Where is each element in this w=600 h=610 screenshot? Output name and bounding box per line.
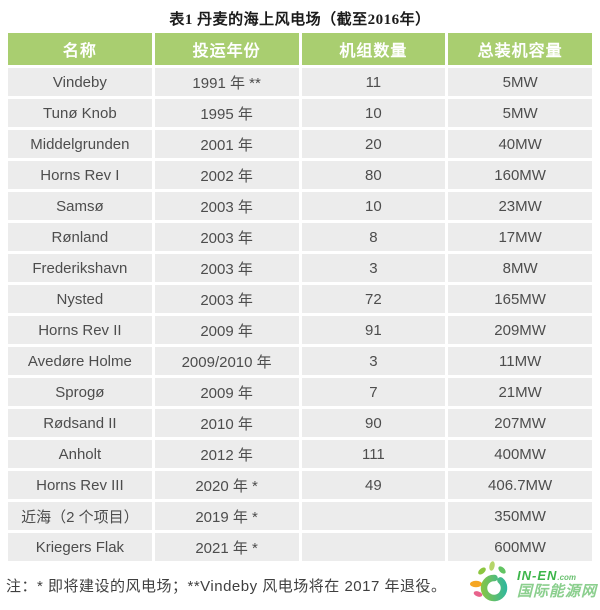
wind-farms-table: 名称 投运年份 机组数量 总装机容量 Vindeby 1991 年 ** 11 5MW Tun… — [5, 30, 595, 564]
table-cell: Vindeby — [8, 68, 152, 96]
table-cell: Tunø Knob — [8, 99, 152, 127]
table-row: Sprogø 2009 年 7 21MW — [8, 378, 592, 406]
table-row: Samsø 2003 年 10 23MW — [8, 192, 592, 220]
table-row: Avedøre Holme 2009/2010 年 3 11MW — [8, 347, 592, 375]
table-cell: Nysted — [8, 285, 152, 313]
table-cell: 21MW — [448, 378, 592, 406]
table-cell: 2021 年 * — [154, 533, 299, 561]
table-cell: 209MW — [448, 316, 592, 344]
table-cell: 2009/2010 年 — [154, 347, 299, 375]
table-cell: 3 — [301, 254, 446, 282]
table-cell: 111 — [301, 440, 446, 468]
table-cell: 207MW — [448, 409, 592, 437]
header-row: 名称 投运年份 机组数量 总装机容量 — [8, 33, 592, 65]
table-row: Rødsand II 2010 年 90 207MW — [8, 409, 592, 437]
table-cell: 406.7MW — [448, 471, 592, 499]
table-cell: 5MW — [448, 99, 592, 127]
table-cell: Rønland — [8, 223, 152, 251]
table-cell: 80 — [301, 161, 446, 189]
table-cell: 91 — [301, 316, 446, 344]
table-cell: Horns Rev II — [8, 316, 152, 344]
table-row: 近海（2 个项目） 2019 年 * 350MW — [8, 502, 592, 530]
table-cell: 2012 年 — [154, 440, 299, 468]
table-row: Rønland 2003 年 8 17MW — [8, 223, 592, 251]
table-cell: 2003 年 — [154, 254, 299, 282]
table-cell: 600MW — [448, 533, 592, 561]
table-row: Kriegers Flak 2021 年 * 600MW — [8, 533, 592, 561]
logo-text: IN-EN.com 国际能源网 — [517, 569, 597, 599]
table-cell: Horns Rev I — [8, 161, 152, 189]
table-cell: 1995 年 — [154, 99, 299, 127]
table-cell — [301, 502, 446, 530]
table-cell: 23MW — [448, 192, 592, 220]
table-cell: Horns Rev III — [8, 471, 152, 499]
table-cell: 5MW — [448, 68, 592, 96]
energy-flower-icon — [469, 561, 515, 607]
footnote: 注：* 即将建设的风电场；**Vindeby 风电场将在 2017 年退役。 — [6, 578, 447, 595]
table-row: Anholt 2012 年 111 400MW — [8, 440, 592, 468]
table-cell: 49 — [301, 471, 446, 499]
column-header: 机组数量 — [301, 33, 446, 65]
table-cell: 160MW — [448, 161, 592, 189]
table-cell — [301, 533, 446, 561]
column-header: 投运年份 — [154, 33, 299, 65]
table-cell: Samsø — [8, 192, 152, 220]
table-cell: 8MW — [448, 254, 592, 282]
table-cell: Rødsand II — [8, 409, 152, 437]
table-cell: Middelgrunden — [8, 130, 152, 158]
table-cell: 3 — [301, 347, 446, 375]
table-cell: 近海（2 个项目） — [8, 502, 152, 530]
logo-domain-suffix: .com — [557, 573, 577, 582]
table-cell: 7 — [301, 378, 446, 406]
table-cell: 2009 年 — [154, 378, 299, 406]
table-cell: 2003 年 — [154, 192, 299, 220]
table-row: Vindeby 1991 年 ** 11 5MW — [8, 68, 592, 96]
table-row: Nysted 2003 年 72 165MW — [8, 285, 592, 313]
table-title: 表1 丹麦的海上风电场（截至2016年） — [169, 12, 431, 28]
table-cell: 2001 年 — [154, 130, 299, 158]
table-cell: Sprogø — [8, 378, 152, 406]
table-cell: 2019 年 * — [154, 502, 299, 530]
table-row: Horns Rev II 2009 年 91 209MW — [8, 316, 592, 344]
logo-name-en: IN-EN.com — [516, 568, 577, 583]
table-cell: 2020 年 * — [154, 471, 299, 499]
table-row: Horns Rev I 2002 年 80 160MW — [8, 161, 592, 189]
table-cell: 17MW — [448, 223, 592, 251]
table-cell: Kriegers Flak — [8, 533, 152, 561]
table-cell: 40MW — [448, 130, 592, 158]
table-row: Middelgrunden 2001 年 20 40MW — [8, 130, 592, 158]
table-cell: 2002 年 — [154, 161, 299, 189]
table-cell: 350MW — [448, 502, 592, 530]
table-row: Horns Rev III 2020 年 * 49 406.7MW — [8, 471, 592, 499]
column-header: 总装机容量 — [448, 33, 592, 65]
table-cell: Frederikshavn — [8, 254, 152, 282]
logo-name-cn: 国际能源网 — [516, 583, 597, 600]
table-cell: 165MW — [448, 285, 592, 313]
table-cell: 1991 年 ** — [154, 68, 299, 96]
table-row: Frederikshavn 2003 年 3 8MW — [8, 254, 592, 282]
table-cell: 10 — [301, 192, 446, 220]
table-cell: 11MW — [448, 347, 592, 375]
table-cell: 10 — [301, 99, 446, 127]
table-cell: 90 — [301, 409, 446, 437]
column-header: 名称 — [8, 33, 152, 65]
table-cell: 2010 年 — [154, 409, 299, 437]
table-cell: 2003 年 — [154, 223, 299, 251]
table-cell: 72 — [301, 285, 446, 313]
in-en-logo: IN-EN.com 国际能源网 — [468, 561, 597, 607]
table-cell: 400MW — [448, 440, 592, 468]
table-cell: 2009 年 — [154, 316, 299, 344]
table-cell: 11 — [301, 68, 446, 96]
table-cell: Avedøre Holme — [8, 347, 152, 375]
table-cell: 8 — [301, 223, 446, 251]
table-row: Tunø Knob 1995 年 10 5MW — [8, 99, 592, 127]
table-body: Vindeby 1991 年 ** 11 5MW Tunø Knob 1995 年 10 5M… — [8, 68, 592, 561]
table-cell: 20 — [301, 130, 446, 158]
table-cell: 2003 年 — [154, 285, 299, 313]
table-cell: Anholt — [8, 440, 152, 468]
